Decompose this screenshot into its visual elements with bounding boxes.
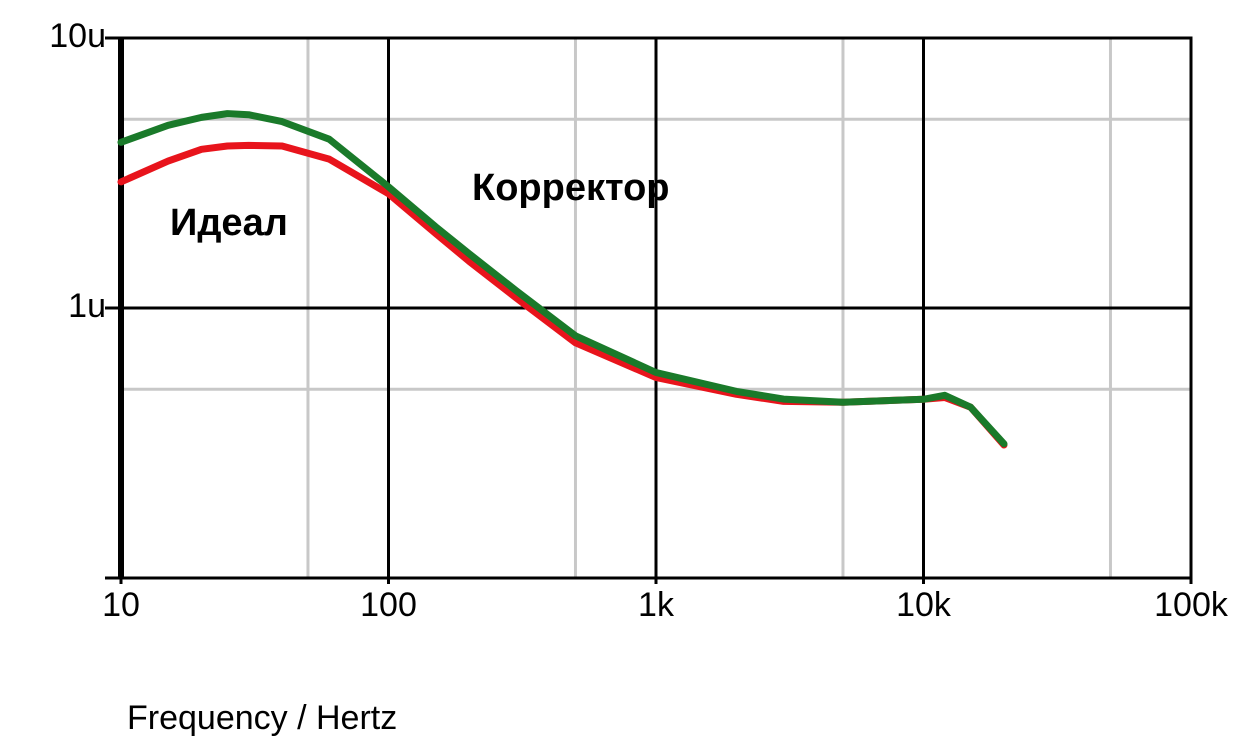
- x-tick-label: 10: [102, 586, 140, 624]
- series-label: Идеал: [170, 202, 288, 244]
- x-axis-label: Frequency / Hertz: [127, 699, 397, 737]
- x-tick-label: 100k: [1154, 586, 1229, 624]
- x-tick-label: 10k: [896, 586, 952, 624]
- y-tick-label: 10u: [49, 17, 106, 55]
- series-label: Корректор: [472, 167, 670, 209]
- x-tick-label: 1k: [638, 586, 675, 624]
- series-line: [117, 110, 1008, 448]
- x-tick-label: 100: [360, 586, 417, 624]
- y-tick-label: 1u: [68, 287, 106, 325]
